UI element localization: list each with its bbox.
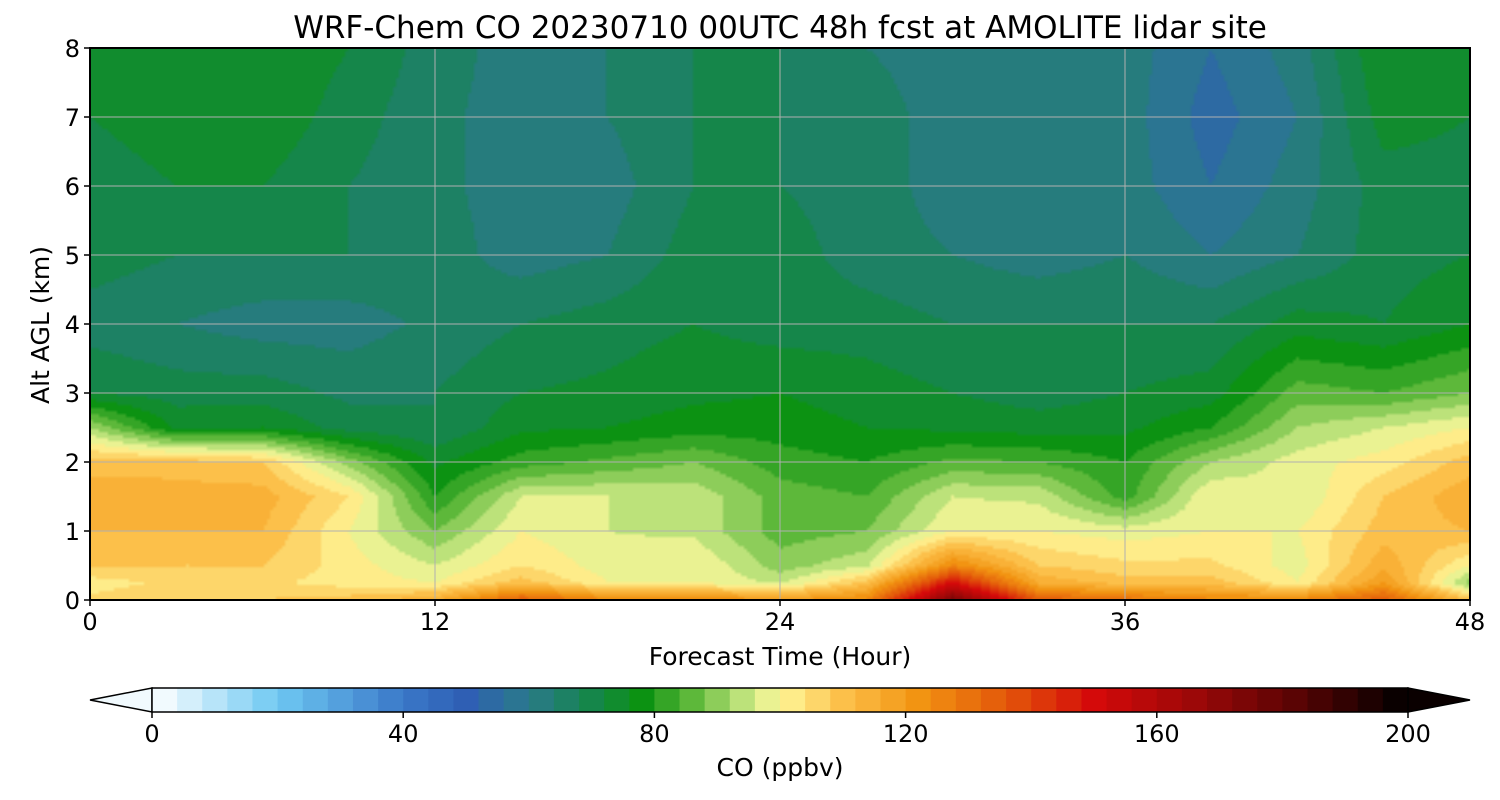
colorbar-band xyxy=(579,688,605,712)
colorbar-band xyxy=(1031,688,1057,712)
colorbar-band xyxy=(679,688,706,712)
colorbar-tick-label: 120 xyxy=(883,720,929,748)
colorbar-band xyxy=(1357,688,1384,712)
y-tick-label: 0 xyxy=(65,587,80,615)
x-tick-label: 48 xyxy=(1455,608,1486,636)
colorbar-band xyxy=(403,688,429,712)
y-tick-label: 8 xyxy=(65,35,80,63)
colorbar-under-extension xyxy=(89,687,153,713)
colorbar-band xyxy=(729,688,756,712)
y-tick-label: 5 xyxy=(65,242,80,270)
y-tick-label: 7 xyxy=(65,104,80,132)
colorbar-bands xyxy=(152,688,1409,712)
colorbar-label: CO (ppbv) xyxy=(717,753,844,782)
colorbar-band xyxy=(930,688,957,712)
colorbar-band xyxy=(805,688,831,712)
colorbar-band xyxy=(277,688,304,712)
colorbar-band xyxy=(880,688,907,712)
colorbar-ticks: 0 40 80 120 160 200 xyxy=(144,712,1431,748)
y-axis-label: Alt AGL (km) xyxy=(26,246,55,404)
colorbar-band xyxy=(1282,688,1309,712)
y-tick-label: 4 xyxy=(65,311,80,339)
colorbar-band xyxy=(327,688,354,712)
y-axis: 0 1 2 3 4 5 6 7 8 xyxy=(65,35,90,615)
y-tick-label: 1 xyxy=(65,518,80,546)
colorbar-over-extension xyxy=(1407,687,1471,713)
colorbar-band xyxy=(1382,688,1409,712)
colorbar-band xyxy=(1307,688,1334,712)
colorbar-tick-label: 80 xyxy=(639,720,670,748)
colorbar-tick-label: 200 xyxy=(1385,720,1431,748)
colorbar-band xyxy=(302,688,329,712)
colorbar-band xyxy=(830,688,856,712)
grid-lines xyxy=(90,48,1470,600)
colorbar-band xyxy=(780,688,806,712)
colorbar-band xyxy=(1081,688,1108,712)
colorbar-band xyxy=(152,688,178,712)
colorbar-band xyxy=(1332,688,1359,712)
y-tick-label: 6 xyxy=(65,173,80,201)
colorbar-band xyxy=(553,688,580,712)
colorbar-band xyxy=(453,688,480,712)
colorbar-band xyxy=(227,688,254,712)
colorbar-band xyxy=(604,688,630,712)
colorbar-band xyxy=(855,688,882,712)
colorbar-band xyxy=(1006,688,1032,712)
chart-title: WRF-Chem CO 20230710 00UTC 48h fcst at A… xyxy=(293,10,1267,46)
colorbar-frame xyxy=(151,687,1409,713)
x-tick-label: 24 xyxy=(765,608,796,636)
colorbar-band xyxy=(980,688,1007,712)
colorbar-tick-label: 160 xyxy=(1134,720,1180,748)
colorbar-band xyxy=(1106,688,1133,712)
colorbar-band xyxy=(1156,688,1183,712)
x-tick-label: 12 xyxy=(420,608,451,636)
colorbar-band xyxy=(629,688,655,712)
colorbar-band xyxy=(528,688,555,712)
colorbar-band xyxy=(1056,688,1083,712)
colorbar-band xyxy=(428,688,455,712)
x-axis: 0 12 24 36 48 xyxy=(82,600,1485,636)
x-tick-label: 36 xyxy=(1110,608,1141,636)
colorbar-tick-label: 0 xyxy=(144,720,159,748)
colorbar-band xyxy=(1257,688,1283,712)
colorbar-band xyxy=(1181,688,1208,712)
colorbar-band xyxy=(654,688,681,712)
colorbar-band xyxy=(177,688,203,712)
plot-area xyxy=(89,47,1471,601)
colorbar-band xyxy=(905,688,932,712)
colorbar-band xyxy=(478,688,505,712)
colorbar: 0 40 80 120 160 200 CO (ppbv) xyxy=(89,687,1471,782)
colorbar-band xyxy=(378,688,404,712)
x-axis-label: Forecast Time (Hour) xyxy=(649,642,912,671)
colorbar-band xyxy=(754,688,781,712)
x-tick-label: 0 xyxy=(82,608,97,636)
y-tick-label: 3 xyxy=(65,380,80,408)
colorbar-tick-label: 40 xyxy=(388,720,419,748)
colorbar-band xyxy=(1131,688,1158,712)
y-tick-label: 2 xyxy=(65,449,80,477)
colorbar-band xyxy=(503,688,530,712)
colorbar-band xyxy=(202,688,228,712)
colorbar-band xyxy=(955,688,982,712)
colorbar-band xyxy=(1207,688,1233,712)
colorbar-band xyxy=(352,688,379,712)
colorbar-band xyxy=(704,688,731,712)
colorbar-band xyxy=(1232,688,1258,712)
colorbar-band xyxy=(252,688,279,712)
